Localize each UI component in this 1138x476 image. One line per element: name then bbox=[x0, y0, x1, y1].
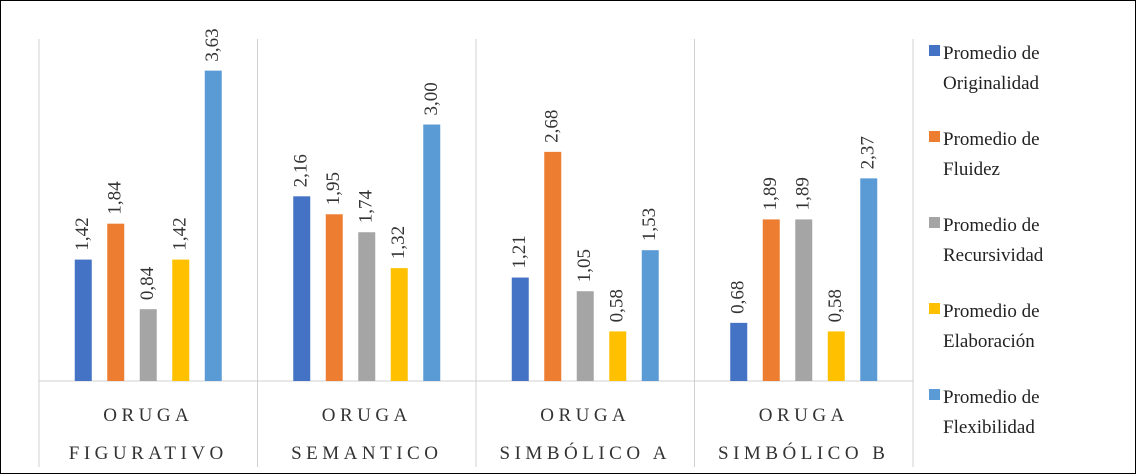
category-label: SEMANTICO bbox=[291, 443, 442, 464]
legend-label: Promedio de Flexibilidad bbox=[943, 387, 1040, 438]
bar bbox=[390, 268, 408, 381]
data-label: 1,05 bbox=[574, 249, 595, 282]
data-label: 1,74 bbox=[356, 189, 377, 223]
legend-swatch bbox=[929, 45, 940, 56]
category-label: ORUGA bbox=[322, 405, 412, 426]
data-label: 1,42 bbox=[72, 217, 93, 250]
data-label: 2,68 bbox=[542, 110, 563, 143]
bar bbox=[576, 291, 594, 381]
bar bbox=[860, 178, 878, 381]
category-label: ORUGA bbox=[540, 405, 630, 426]
bar bbox=[293, 196, 311, 381]
data-label: 1,84 bbox=[105, 181, 126, 215]
legend-label: Promedio de Fluidez bbox=[943, 129, 1040, 180]
legend-swatch bbox=[929, 389, 940, 400]
bar bbox=[762, 219, 780, 381]
data-label: 0,68 bbox=[728, 281, 749, 314]
category-label: SIMBÓLICO A bbox=[500, 442, 671, 464]
legend-swatch bbox=[929, 217, 940, 228]
bar bbox=[172, 259, 190, 381]
bar bbox=[423, 124, 441, 381]
bar bbox=[641, 250, 659, 381]
bar bbox=[609, 331, 627, 381]
data-label: 0,84 bbox=[137, 266, 158, 300]
bar bbox=[544, 151, 562, 381]
bar bbox=[827, 331, 845, 381]
data-label: 1,21 bbox=[509, 235, 530, 268]
legend-label: Promedio de Recursividad bbox=[943, 215, 1044, 266]
category-label: SIMBÓLICO B bbox=[718, 442, 889, 464]
data-label: 1,53 bbox=[639, 208, 660, 241]
data-label: 0,58 bbox=[607, 289, 628, 322]
legend-item: Promedio de Flexibilidad bbox=[929, 383, 1129, 469]
data-label: 1,32 bbox=[388, 226, 409, 259]
legend: Promedio de Originalidad Promedio de Fluide… bbox=[929, 39, 1129, 469]
data-label: 1,95 bbox=[323, 172, 344, 205]
bar bbox=[511, 277, 529, 381]
bar bbox=[730, 322, 748, 381]
data-label: 1,89 bbox=[793, 177, 814, 210]
bar bbox=[107, 223, 125, 381]
bar bbox=[325, 214, 343, 381]
bar bbox=[795, 219, 813, 381]
legend-swatch bbox=[929, 303, 940, 314]
bar bbox=[139, 309, 157, 381]
data-label: 0,58 bbox=[825, 289, 846, 322]
legend-item: Promedio de Elaboración bbox=[929, 297, 1129, 383]
legend-item: Promedio de Fluidez bbox=[929, 125, 1129, 211]
category-label: FIGURATIVO bbox=[69, 443, 228, 464]
data-label: 3,00 bbox=[421, 82, 442, 115]
data-label: 1,42 bbox=[170, 217, 191, 250]
legend-swatch bbox=[929, 131, 940, 142]
legend-label: Promedio de Originalidad bbox=[943, 43, 1040, 94]
bar bbox=[204, 70, 222, 381]
legend-item: Promedio de Originalidad bbox=[929, 39, 1129, 125]
legend-label: Promedio de Elaboración bbox=[943, 301, 1040, 352]
bar bbox=[74, 259, 92, 381]
data-label: 3,63 bbox=[202, 28, 223, 61]
data-label: 2,16 bbox=[291, 154, 312, 187]
category-label: ORUGA bbox=[103, 405, 193, 426]
data-label: 1,89 bbox=[760, 177, 781, 210]
category-label: ORUGA bbox=[759, 405, 849, 426]
bar bbox=[358, 232, 376, 381]
data-label: 2,37 bbox=[858, 136, 879, 169]
legend-item: Promedio de Recursividad bbox=[929, 211, 1129, 297]
